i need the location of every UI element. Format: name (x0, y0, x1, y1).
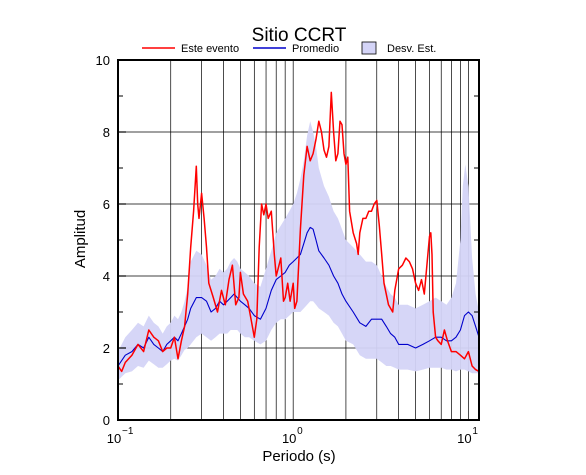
y-tick-label: 4 (103, 269, 110, 284)
series-line-este-evento (117, 91, 480, 373)
x-tick-exponent: −1 (122, 426, 134, 437)
x-axis-label: Periodo (s) (262, 448, 335, 465)
y-tick-label: 8 (103, 125, 110, 140)
y-tick-label: 10 (96, 53, 110, 68)
std-band-area (118, 121, 479, 381)
legend-swatch-patch (361, 41, 377, 55)
chart-title: Sitio CCRT (252, 25, 347, 46)
x-tick-label: 10 (107, 431, 121, 446)
y-tick-label: 6 (103, 197, 110, 212)
x-tick-exponent: 0 (297, 426, 303, 437)
x-tick-label: 10 (457, 431, 471, 446)
series-line-promedio (117, 226, 480, 367)
legend-label: Este evento (181, 43, 239, 55)
x-tick-label: 10 (282, 431, 296, 446)
y-tick-label: 2 (103, 341, 110, 356)
legend: Este evento Promedio Desv. Est. (142, 41, 436, 55)
legend-label: Promedio (292, 43, 339, 55)
x-tick-exponent: 1 (472, 426, 478, 437)
series-lines (117, 91, 480, 373)
std-band (118, 121, 479, 381)
y-axis-label: Amplitud (72, 210, 89, 268)
y-tick-label: 0 (103, 413, 110, 428)
legend-label: Desv. Est. (387, 43, 436, 55)
